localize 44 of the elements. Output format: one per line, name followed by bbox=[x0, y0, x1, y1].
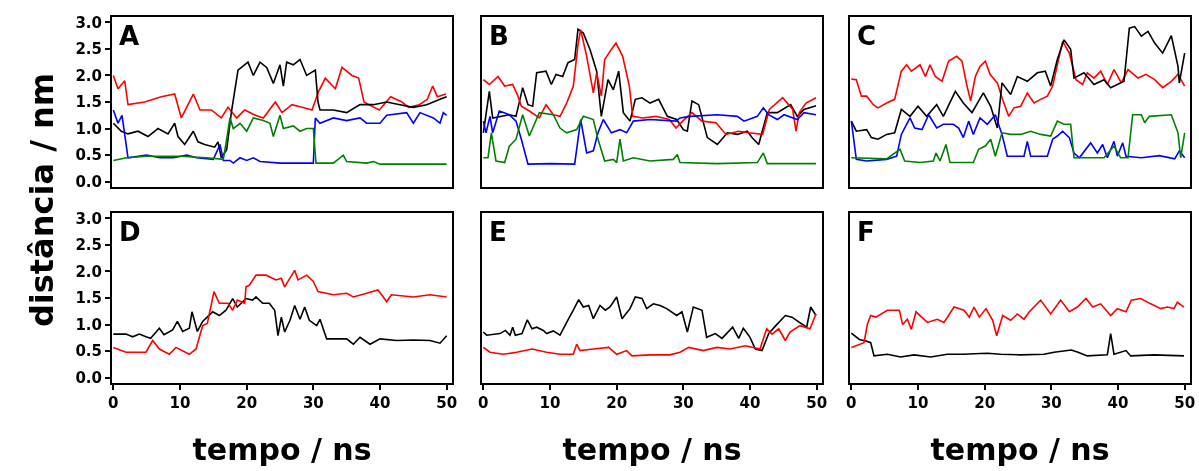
x-tick-label: 30 bbox=[302, 394, 324, 412]
chart-title: F bbox=[857, 217, 875, 247]
x-axis-title: tempo / ns bbox=[930, 432, 1110, 467]
x-tick-label: 10 bbox=[907, 394, 929, 412]
x-tick-label: 10 bbox=[169, 394, 191, 412]
y-tick-label: 1.5 bbox=[75, 289, 102, 308]
chart-title: E bbox=[489, 217, 507, 247]
y-tick-label: 0.5 bbox=[75, 146, 102, 165]
x-tick-label: 20 bbox=[974, 394, 996, 412]
line-series bbox=[112, 269, 448, 356]
chart-title: C bbox=[857, 21, 877, 51]
x-tick-label: 40 bbox=[1107, 394, 1129, 412]
x-tick-label: 50 bbox=[806, 394, 828, 412]
x-tick-label: 0 bbox=[108, 394, 119, 412]
y-tick-label: 2.0 bbox=[75, 262, 102, 281]
x-tick-label: 30 bbox=[672, 394, 694, 412]
x-tick-label: 50 bbox=[1174, 394, 1196, 412]
x-tick-label: 30 bbox=[1040, 394, 1062, 412]
y-tick-label: 0.0 bbox=[75, 368, 102, 387]
line-series bbox=[112, 66, 447, 119]
x-tick-label: 10 bbox=[539, 394, 561, 412]
x-tick-label: 20 bbox=[606, 394, 628, 412]
x-tick-label: 0 bbox=[846, 394, 857, 412]
y-tick-label: 1.5 bbox=[75, 93, 102, 112]
y-tick-label: 2.5 bbox=[75, 40, 102, 59]
chart-title: B bbox=[489, 21, 509, 51]
y-tick-label: 3.0 bbox=[75, 209, 102, 228]
x-axis-title: tempo / ns bbox=[562, 432, 742, 467]
y-tick-label: 0.5 bbox=[75, 342, 102, 361]
x-tick-label: 50 bbox=[436, 394, 458, 412]
y-tick-label: 1.0 bbox=[75, 119, 102, 138]
y-tick-label: 2.5 bbox=[75, 236, 102, 255]
x-tick-label: 0 bbox=[478, 394, 489, 412]
x-tick-label: 40 bbox=[739, 394, 761, 412]
x-tick-label: 40 bbox=[369, 394, 391, 412]
x-axis-title: tempo / ns bbox=[192, 432, 372, 467]
y-tick-label: 0.0 bbox=[75, 172, 102, 191]
y-tick-label: 3.0 bbox=[75, 13, 102, 32]
chart-title: A bbox=[119, 21, 140, 51]
chart-title: D bbox=[119, 217, 141, 247]
y-tick-label: 1.0 bbox=[75, 315, 102, 334]
y-tick-label: 2.0 bbox=[75, 66, 102, 85]
y-axis-title: distância / nm bbox=[23, 72, 61, 328]
x-tick-label: 20 bbox=[236, 394, 258, 412]
